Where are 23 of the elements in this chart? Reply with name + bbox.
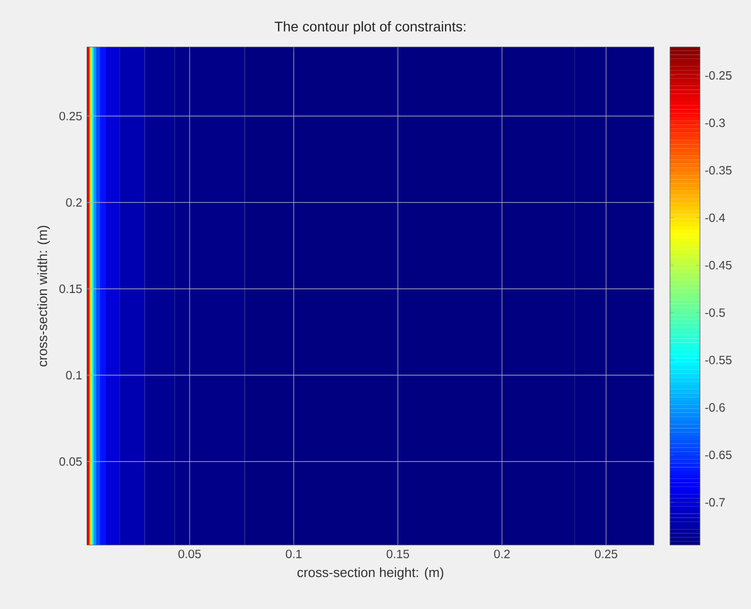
y-tick-label: 0.2 [66, 198, 82, 207]
y-tick-label: 0.1 [66, 370, 82, 380]
color-bar-label: -0.25 [705, 71, 732, 80]
x-tick-label: 0.25 [594, 550, 618, 558]
x-tick-label: 0.15 [386, 550, 410, 558]
color-bar-label: -0.65 [705, 450, 732, 460]
color-bar-label: -0.7 [705, 498, 725, 507]
y-tick-label: 0.15 [59, 284, 82, 294]
color-bar-label: -0.4 [705, 213, 726, 222]
x-tick-label: 0.1 [286, 550, 302, 558]
color-bar-label: -0.35 [705, 166, 732, 175]
x-axis-title: cross-section height: (m) [297, 567, 444, 580]
y-axis-title: cross-section width: (m) [37, 226, 50, 366]
color-bar-label: -0.5 [705, 308, 725, 317]
chart-title: The contour plot of constraints: [274, 21, 466, 34]
color-bar-label: -0.45 [705, 260, 732, 270]
color-bar-label: -0.55 [705, 356, 732, 364]
color-bar-label: -0.6 [705, 403, 725, 412]
y-tick-label: 0.25 [59, 112, 82, 120]
color-bar-label: -0.3 [705, 118, 725, 128]
x-tick-label: 0.05 [178, 550, 201, 558]
y-tick-label: 0.05 [59, 457, 82, 466]
x-tick-label: 0.2 [494, 550, 510, 558]
